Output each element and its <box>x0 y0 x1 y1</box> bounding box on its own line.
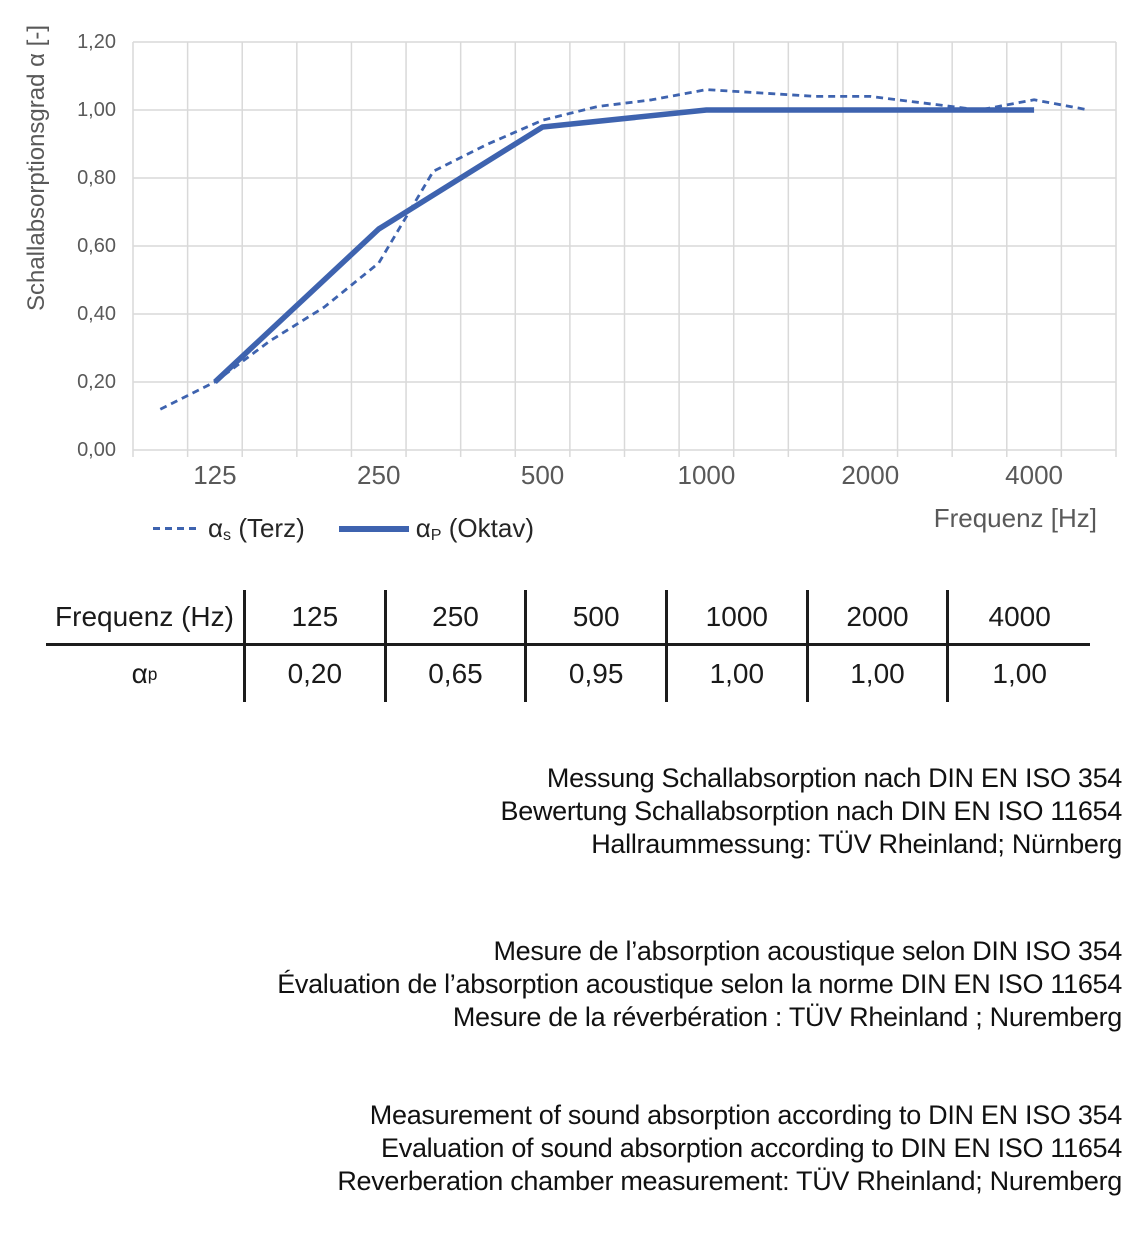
note-line: Measurement of sound absorption accordin… <box>369 1100 1123 1130</box>
x-tick-label: 2000 <box>841 460 899 490</box>
notes-french: Mesure de l’absorption acoustique selon … <box>277 935 1122 1034</box>
y-tick-label: 0,20 <box>77 371 116 393</box>
x-tick-label: 1000 <box>677 460 735 490</box>
x-axis-tick-labels: 125 250 500 1000 2000 4000 <box>193 460 1063 490</box>
note-line: Hallraummessung: TÜV Rheinland; Nürnberg <box>591 829 1122 859</box>
table-value-125: 0,20 <box>246 646 387 702</box>
chart-legend: αs (Terz) αP (Oktav) <box>153 513 534 545</box>
note-line: Mesure de la réverbération : TÜV Rheinla… <box>452 1002 1122 1032</box>
absorption-table: Frequenz (Hz) 125 250 500 1000 2000 4000… <box>46 590 1090 702</box>
x-tick-label: 4000 <box>1005 460 1063 490</box>
table-header-2000: 2000 <box>808 590 950 646</box>
x-axis-title: Frequenz [Hz] <box>934 503 1097 533</box>
y-tick-label: 0,80 <box>77 167 116 189</box>
note-line: Bewertung Schallabsorption nach DIN EN I… <box>500 796 1123 826</box>
table-header-500: 500 <box>527 590 668 646</box>
legend-label-alpha-p: αP (Oktav) <box>415 513 534 544</box>
y-axis-tick-labels: 0,00 0,20 0,40 0,60 0,80 1,00 1,20 <box>77 31 116 461</box>
table-value-2000: 1,00 <box>809 646 950 702</box>
y-tick-label: 1,20 <box>77 31 116 53</box>
table-value-4000: 1,00 <box>992 658 1047 689</box>
legend-label-alpha-s: αs (Terz) <box>208 513 305 544</box>
table-header-250: 250 <box>386 590 528 646</box>
series-alpha-s-line <box>159 88 1089 411</box>
y-tick-label: 0,40 <box>77 303 116 325</box>
note-line: Reverberation chamber measurement: TÜV R… <box>337 1166 1122 1196</box>
series-alpha-p-line <box>213 107 1035 385</box>
note-line: Messung Schallabsorption nach DIN EN ISO… <box>546 763 1122 793</box>
y-tick-label: 1,00 <box>77 99 116 121</box>
table-header-frequency: Frequenz (Hz) <box>46 590 246 646</box>
table-value-500: 0,95 <box>527 646 668 702</box>
y-tick-label: 0,00 <box>77 439 116 461</box>
y-axis-title: Schallabsorptionsgrad α [-] <box>23 25 50 311</box>
table-value-1000: 1,00 <box>668 646 809 702</box>
note-line: Mesure de l’absorption acoustique selon … <box>493 936 1122 966</box>
x-tick-label: 125 <box>193 460 236 490</box>
y-tick-label: 0,60 <box>77 235 116 257</box>
table-header-125: 125 <box>246 590 387 646</box>
x-tick-label: 500 <box>521 460 564 490</box>
note-line: Évaluation de l’absorption acoustique se… <box>277 969 1122 999</box>
legend-item-alpha-s: αs (Terz) <box>153 513 305 545</box>
absorption-chart: 0,00 0,20 0,40 0,60 0,80 1,00 1,20 125 250 500 100… <box>23 25 1117 533</box>
solid-line-sample <box>338 525 409 532</box>
dashed-line-sample <box>153 527 201 531</box>
table-value-250: 0,65 <box>387 646 528 702</box>
gridlines <box>132 41 1117 457</box>
notes-german: Messung Schallabsorption nach DIN EN ISO… <box>500 762 1123 861</box>
notes-english: Measurement of sound absorption accordin… <box>337 1099 1122 1198</box>
legend-item-alpha-p: αP (Oktav) <box>338 513 534 545</box>
x-tick-label: 250 <box>357 460 400 490</box>
note-line: Evaluation of sound absorption according… <box>381 1133 1122 1163</box>
table-header-4000: 4000 <box>949 590 1090 646</box>
table-header-1000: 1000 <box>668 590 809 646</box>
